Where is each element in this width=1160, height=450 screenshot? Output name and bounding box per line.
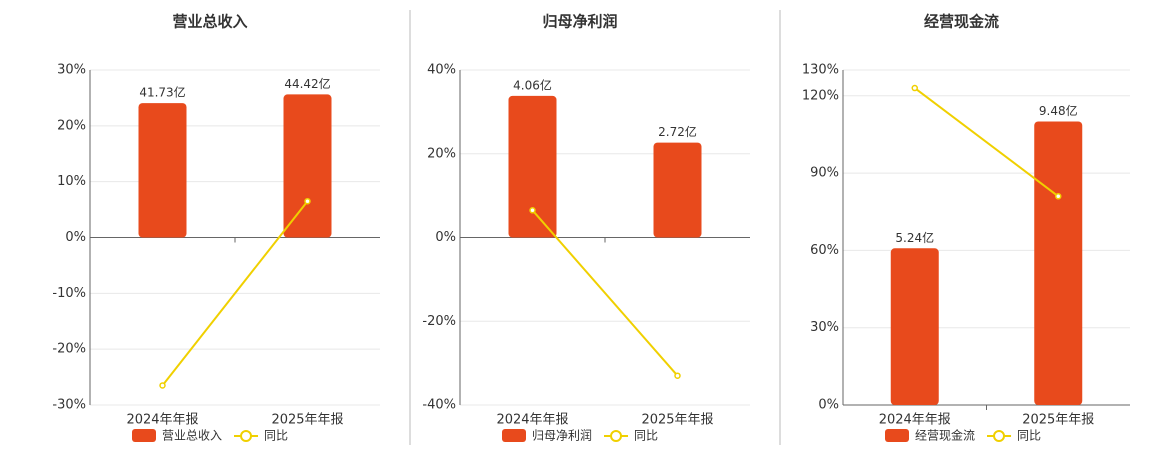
value-label: 4.06亿 (513, 77, 552, 92)
legend-marker (993, 430, 1006, 442)
line-series (161, 200, 309, 387)
y-tick-label: 20% (57, 118, 86, 133)
line-point (529, 207, 536, 214)
legend-swatch (885, 429, 909, 442)
y-tick-label: 130% (802, 63, 839, 78)
y-tick-label: 10% (57, 174, 86, 189)
y-tick-label: 0% (65, 230, 86, 245)
x-tick-label: 2024年年报 (126, 413, 198, 428)
bar (283, 94, 332, 238)
line-point (159, 382, 166, 389)
value-label: 44.42亿 (284, 76, 330, 91)
legend-label: 经营现金流 (915, 428, 975, 443)
x-tick-label: 2025年年报 (1022, 413, 1094, 428)
y-tick-label: 0% (435, 230, 456, 245)
legend-label: 同比 (264, 429, 288, 443)
y-tick-label: -40% (422, 398, 456, 413)
value-label: 2.72亿 (658, 124, 697, 139)
y-tick-label: 0% (818, 398, 839, 413)
y-tick-label: -20% (422, 314, 456, 329)
value-label: 5.24亿 (895, 230, 934, 245)
legend-swatch (132, 429, 156, 442)
line-series (531, 209, 679, 377)
line-series (914, 87, 1059, 198)
legend-marker (240, 430, 253, 442)
line-point (1055, 193, 1062, 200)
x-tick-label: 2024年年报 (879, 413, 951, 428)
x-tick-label: 2025年年报 (641, 413, 713, 428)
legend-label: 归母净利润 (532, 429, 592, 443)
legend-swatch (502, 429, 526, 442)
legend-marker (610, 430, 623, 442)
x-tick-label: 2025年年报 (271, 413, 343, 428)
chart-title: 营业总收入 (172, 13, 247, 31)
y-tick-label: 30% (57, 63, 86, 78)
value-label: 9.48亿 (1039, 103, 1078, 118)
line-point (674, 372, 681, 379)
bar (890, 248, 939, 405)
legend-label: 同比 (1017, 429, 1041, 443)
y-tick-label: 30% (810, 320, 839, 335)
bar (653, 142, 702, 238)
bar (1034, 121, 1083, 406)
value-label: 41.73亿 (139, 85, 185, 100)
y-tick-label: 120% (802, 88, 839, 103)
y-tick-label: -10% (52, 286, 86, 301)
x-tick-label: 2024年年报 (496, 413, 568, 428)
y-tick-label: -20% (52, 342, 86, 357)
legend-label: 同比 (634, 429, 658, 443)
chart-title: 经营现金流 (924, 13, 999, 31)
y-tick-label: 40% (427, 63, 456, 78)
bar (508, 95, 557, 238)
chart-title: 归母净利润 (542, 13, 617, 31)
bar (138, 103, 187, 238)
y-tick-label: 20% (427, 146, 456, 161)
line-point (911, 84, 918, 92)
line-point (304, 197, 311, 205)
y-tick-label: 90% (810, 166, 839, 181)
legend-label: 营业总收入 (162, 429, 222, 443)
y-tick-label: -30% (52, 398, 86, 413)
y-tick-label: 60% (810, 243, 839, 258)
